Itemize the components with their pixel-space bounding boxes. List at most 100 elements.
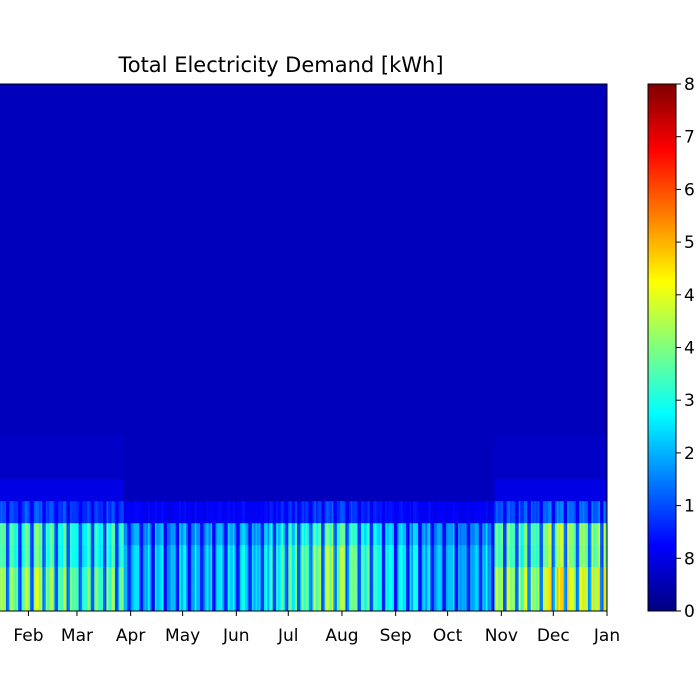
heatmap-cell: [262, 215, 265, 239]
heatmap-cell: [96, 215, 99, 239]
heatmap-cell: [175, 479, 178, 502]
heatmap-cell: [321, 391, 324, 414]
heatmap-cell: [260, 193, 263, 217]
heatmap-cell: [4, 237, 7, 261]
heatmap-cell: [345, 435, 348, 458]
heatmap-cell: [300, 589, 303, 612]
heatmap-cell: [26, 171, 29, 195]
heatmap-cell: [324, 435, 327, 458]
heatmap-cell: [355, 259, 358, 283]
heatmap-cell: [250, 457, 253, 480]
heatmap-cell: [218, 589, 222, 612]
heatmap-cell: [99, 567, 102, 590]
heatmap-cell: [284, 567, 287, 590]
heatmap-cell: [75, 127, 78, 151]
heatmap-cell: [78, 149, 81, 173]
heatmap-cell: [118, 567, 121, 590]
heatmap-cell: [45, 149, 48, 173]
heatmap-cell: [180, 413, 184, 436]
heatmap-cell: [251, 127, 255, 151]
heatmap-cell: [270, 259, 274, 283]
heatmap-cell: [336, 171, 339, 195]
heatmap-cell: [134, 567, 137, 590]
heatmap-cell: [309, 457, 312, 480]
heatmap-cell: [246, 237, 249, 261]
heatmap-cell: [350, 105, 353, 129]
heatmap-cell: [267, 84, 270, 107]
heatmap-cell: [165, 545, 168, 568]
heatmap-cell: [175, 457, 178, 480]
heatmap-cell: [340, 567, 343, 590]
heatmap-cell: [0, 347, 2, 370]
heatmap-cell: [264, 237, 267, 261]
heatmap-cell: [340, 303, 343, 326]
heatmap-cell: [115, 523, 118, 546]
heatmap-cell: [4, 435, 7, 458]
heatmap-cell: [241, 589, 244, 612]
heatmap-cell: [0, 105, 2, 129]
heatmap-cell: [111, 457, 114, 480]
heatmap-cell: [61, 171, 64, 195]
heatmap-cell: [312, 237, 315, 261]
heatmap-cell: [180, 523, 184, 546]
heatmap-cell: [322, 479, 326, 502]
heatmap-cell: [147, 215, 151, 239]
heatmap-cell: [257, 259, 260, 283]
heatmap-cell: [45, 84, 48, 107]
heatmap-cell: [255, 589, 258, 612]
heatmap-cell: [101, 391, 104, 414]
heatmap-cell: [309, 545, 312, 568]
heatmap-cell: [310, 325, 313, 348]
heatmap-cell: [222, 567, 225, 590]
heatmap-cell: [220, 545, 223, 568]
heatmap-cell: [288, 149, 291, 173]
heatmap-cell: [331, 215, 334, 239]
heatmap-cell: [111, 215, 114, 239]
heatmap-cell: [63, 237, 66, 261]
heatmap-cell: [177, 369, 180, 392]
heatmap-cell: [31, 303, 35, 326]
heatmap-cell: [276, 193, 279, 217]
heatmap-cell: [123, 347, 126, 370]
heatmap-cell: [115, 325, 118, 348]
heatmap-cell: [260, 237, 263, 261]
heatmap-cell: [173, 369, 177, 392]
heatmap-cell: [0, 237, 3, 261]
heatmap-cell: [170, 545, 173, 568]
heatmap-cell: [189, 545, 192, 568]
heatmap-cell: [135, 84, 138, 107]
heatmap-cell: [217, 171, 220, 195]
heatmap-cell: [224, 391, 227, 414]
heatmap-cell: [277, 501, 281, 524]
heatmap-cell: [94, 479, 97, 502]
heatmap-cell: [135, 369, 138, 392]
heatmap-cell: [85, 237, 88, 261]
heatmap-cell: [0, 259, 2, 283]
heatmap-cell: [106, 435, 109, 458]
heatmap-cell: [23, 589, 26, 612]
heatmap-cell: [147, 105, 151, 129]
heatmap-cell: [317, 84, 320, 107]
heatmap-cell: [348, 413, 352, 436]
heatmap-cell: [293, 237, 296, 261]
heatmap-cell: [243, 127, 246, 151]
heatmap-cell: [238, 127, 241, 151]
heatmap-cell: [303, 479, 306, 502]
heatmap-cell: [173, 435, 177, 458]
heatmap-cell: [283, 369, 286, 392]
heatmap-cell: [182, 105, 185, 129]
heatmap-cell: [329, 127, 332, 151]
heatmap-cell: [125, 413, 128, 436]
heatmap-cell: [179, 105, 182, 129]
heatmap-cell: [283, 303, 286, 326]
heatmap-cell: [92, 259, 95, 283]
heatmap-cell: [47, 369, 50, 392]
heatmap-cell: [21, 325, 24, 348]
heatmap-cell: [340, 369, 343, 392]
heatmap-cell: [319, 457, 322, 480]
heatmap-cell: [121, 457, 125, 480]
heatmap-cell: [30, 369, 33, 392]
heatmap-cell: [37, 567, 40, 590]
heatmap-cell: [267, 237, 270, 261]
heatmap-cell: [128, 545, 132, 568]
